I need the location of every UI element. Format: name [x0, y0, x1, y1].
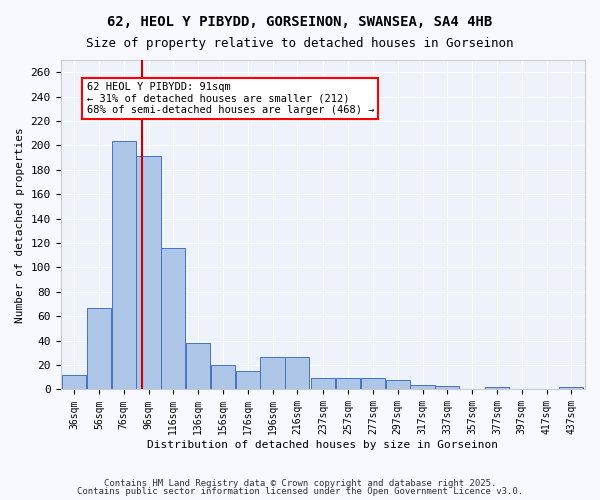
- Text: 62, HEOL Y PIBYDD, GORSEINON, SWANSEA, SA4 4HB: 62, HEOL Y PIBYDD, GORSEINON, SWANSEA, S…: [107, 15, 493, 29]
- Text: Contains public sector information licensed under the Open Government Licence v3: Contains public sector information licen…: [77, 487, 523, 496]
- Bar: [559, 387, 583, 390]
- Bar: [435, 386, 460, 390]
- Bar: [336, 378, 360, 390]
- Bar: [386, 380, 410, 390]
- Bar: [361, 378, 385, 390]
- Bar: [260, 356, 284, 390]
- X-axis label: Distribution of detached houses by size in Gorseinon: Distribution of detached houses by size …: [147, 440, 498, 450]
- Bar: [211, 365, 235, 390]
- Bar: [311, 378, 335, 390]
- Bar: [410, 384, 434, 390]
- Bar: [186, 343, 210, 390]
- Bar: [112, 140, 136, 390]
- Bar: [136, 156, 161, 390]
- Bar: [161, 248, 185, 390]
- Text: Size of property relative to detached houses in Gorseinon: Size of property relative to detached ho…: [86, 38, 514, 51]
- Bar: [87, 308, 111, 390]
- Bar: [285, 356, 310, 390]
- Text: 62 HEOL Y PIBYDD: 91sqm
← 31% of detached houses are smaller (212)
68% of semi-d: 62 HEOL Y PIBYDD: 91sqm ← 31% of detache…: [86, 82, 374, 115]
- Y-axis label: Number of detached properties: Number of detached properties: [15, 127, 25, 322]
- Text: Contains HM Land Registry data © Crown copyright and database right 2025.: Contains HM Land Registry data © Crown c…: [104, 478, 496, 488]
- Bar: [236, 371, 260, 390]
- Bar: [62, 375, 86, 390]
- Bar: [485, 387, 509, 390]
